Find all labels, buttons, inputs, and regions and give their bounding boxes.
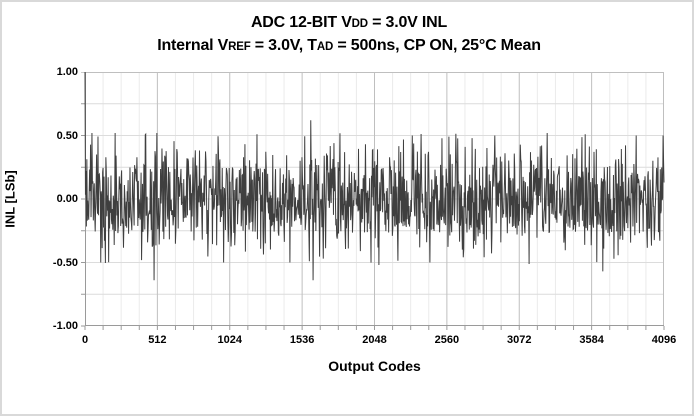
title-segment: = 3.0V INL [367, 14, 448, 31]
x-tick-label: 1024 [217, 334, 242, 346]
title-segment: Internal V [157, 37, 229, 54]
title-segment: = 500ns, CP ON, 25°C Mean [333, 37, 541, 54]
y-tick-label: 0.50 [56, 129, 78, 142]
chart-subtitle: Internal VREF = 3.0V, TAD = 500ns, CP ON… [2, 35, 692, 58]
plot-area [81, 72, 665, 330]
x-tick-label: 2560 [434, 334, 460, 346]
chart-header: ADC 12-BIT VDD = 3.0V INL Internal VREF … [2, 12, 692, 58]
x-tick-label: 3072 [507, 334, 532, 346]
title-segment: ADC 12-BIT V [250, 14, 352, 31]
y-tick-label: -1.00 [52, 320, 78, 332]
chart-title: ADC 12-BIT VDD = 3.0V INL [2, 12, 692, 35]
x-tick-label: 4096 [651, 334, 677, 346]
y-tick-label: 1.00 [56, 66, 78, 78]
title-segment: = 3.0V, T [250, 37, 317, 54]
title-segment: DD [351, 18, 368, 30]
x-tick-label: 2048 [362, 334, 387, 346]
title-segment: REF [228, 41, 251, 53]
y-axis-title-text: INL [LSb] [2, 170, 18, 228]
y-tick-label: 0.00 [56, 193, 78, 205]
x-tick-label: 1536 [289, 334, 315, 346]
title-segment: AD [316, 41, 334, 53]
x-tick-label: 512 [148, 334, 167, 346]
inl-series-line [84, 72, 665, 281]
y-tick-label: -0.50 [52, 256, 78, 269]
x-axis-title: Output Codes [328, 358, 421, 374]
x-tick-label: 0 [81, 334, 89, 346]
x-tick-label: 3584 [579, 334, 604, 346]
